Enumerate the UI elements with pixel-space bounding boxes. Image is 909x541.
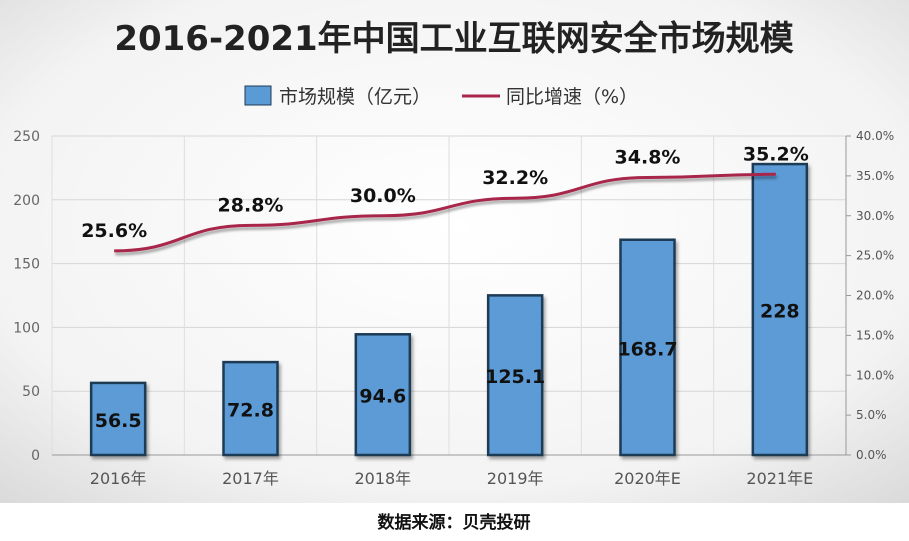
bar: [222, 360, 279, 457]
footer-background: [0, 503, 909, 541]
bar-value-label: 56.5: [95, 410, 142, 432]
y-left-tick-label: 200: [13, 193, 40, 209]
line-series: 25.6% 28.8% 30.0% 32.2% 34.8% 35.2%: [81, 143, 809, 253]
chart-title: 2016-2021年中国工业互联网安全市场规模: [114, 19, 793, 59]
bar-value-label: 125.1: [485, 366, 545, 388]
x-tick-label: 2017年: [222, 469, 279, 488]
source-note: 数据来源：贝壳投研: [378, 512, 531, 533]
bar: [89, 381, 147, 457]
bar: [486, 294, 544, 457]
y-right-tick-label: 20.0%: [856, 289, 894, 303]
y-right-tick-label: 5.0%: [856, 408, 887, 422]
line-value-label: 34.8%: [615, 146, 681, 168]
y-right-tick-label: 25.0%: [856, 249, 894, 263]
legend-bar-label: 市场规模（亿元）: [279, 86, 431, 108]
bar: [751, 162, 809, 457]
y-right-tick-label: 10.0%: [856, 368, 894, 382]
x-tick-label: 2021年E: [746, 469, 813, 488]
legend: 市场规模（亿元） 同比增速（%）: [244, 85, 638, 108]
y-axis-right: 0.0% 5.0% 10.0% 15.0% 20.0% 25.0% 30.0% 35.0% 40…: [846, 129, 894, 462]
y-left-tick-label: 150: [13, 257, 40, 273]
bar-series: 56.5 72.8 94.6 125.1 168.7 228: [89, 162, 809, 457]
legend-line-label: 同比增速（%）: [506, 86, 638, 108]
bar: [619, 238, 676, 457]
y-axis-left: 0 50 100 150 200 250: [13, 129, 40, 464]
line-value-label: 32.2%: [482, 167, 548, 189]
line-value-label: 25.6%: [81, 220, 147, 242]
y-left-tick-label: 250: [13, 129, 40, 145]
line-value-label: 35.2%: [743, 143, 809, 165]
bar-value-label: 94.6: [359, 386, 406, 408]
x-tick-label: 2016年: [90, 469, 147, 488]
x-tick-label: 2020年E: [614, 469, 681, 488]
x-axis: 2016年 2017年 2018年 2019年 2020年E 2021年E: [90, 469, 813, 488]
legend-bar-swatch: [244, 85, 272, 106]
y-right-tick-label: 40.0%: [856, 129, 894, 143]
y-left-tick-label: 0: [31, 448, 40, 464]
y-right-tick-label: 35.0%: [856, 169, 894, 183]
x-tick-label: 2018年: [354, 469, 411, 488]
growth-line: [114, 172, 776, 253]
bar: [354, 333, 412, 457]
x-tick-label: 2019年: [487, 469, 544, 488]
y-left-tick-label: 100: [13, 320, 40, 336]
line-value-label: 30.0%: [350, 185, 416, 207]
y-left-tick-label: 50: [22, 384, 40, 400]
bar-value-label: 228: [760, 301, 800, 323]
line-value-label: 28.8%: [218, 194, 284, 216]
bar-value-label: 72.8: [227, 400, 274, 422]
y-right-tick-label: 0.0%: [856, 448, 887, 462]
bar-value-label: 168.7: [617, 338, 677, 360]
y-right-tick-label: 30.0%: [856, 209, 894, 223]
y-right-tick-label: 15.0%: [856, 328, 894, 342]
